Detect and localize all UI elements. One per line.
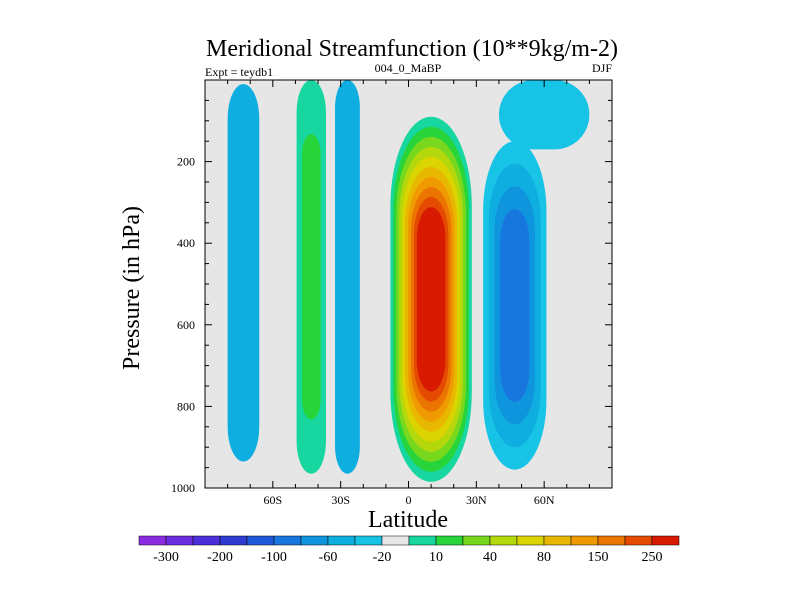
nh-subtropical-cell-level--60 xyxy=(500,208,530,402)
colorbar-swatch xyxy=(543,535,572,546)
chart-title: Meridional Streamfunction (10**9kg/m-2) xyxy=(206,36,618,62)
nh-upper-cell xyxy=(498,80,590,150)
colorbar-swatch xyxy=(246,535,275,546)
colorbar-swatch xyxy=(516,535,545,546)
colorbar-label: 40 xyxy=(483,550,497,565)
colorbar-label: -200 xyxy=(207,550,233,565)
colorbar-label: 80 xyxy=(537,550,551,565)
x-tick-label: 60S xyxy=(263,493,282,507)
x-tick-label: 0 xyxy=(406,493,412,507)
y-tick-label: 400 xyxy=(177,236,195,250)
colorbar-swatch xyxy=(327,535,356,546)
y-tick-label: 200 xyxy=(177,155,195,169)
hadley-cell xyxy=(390,116,472,482)
colorbar-label: -300 xyxy=(153,550,179,565)
nh-upper-cell-level--10 xyxy=(498,80,590,150)
y-tick-label: 800 xyxy=(177,399,195,413)
sh-ferrel-cell-level-20 xyxy=(301,134,321,420)
hadley-cell-level-300 xyxy=(416,207,446,392)
colorbar-swatch xyxy=(651,535,680,546)
colorbar-swatch xyxy=(273,535,302,546)
colorbar-swatch xyxy=(624,535,653,546)
x-tick-label: 30N xyxy=(466,493,487,507)
colorbar-label: -20 xyxy=(373,550,392,565)
y-tick-label: 1000 xyxy=(171,481,195,495)
y-axis-label: Pressure (in hPa) xyxy=(119,206,145,370)
colorbar-swatch xyxy=(219,535,248,546)
contour-cells xyxy=(227,80,590,482)
sh-polar-cell-level--20 xyxy=(227,84,260,462)
colorbar-swatch xyxy=(570,535,599,546)
colorbar-swatch xyxy=(381,535,410,546)
sh-subtropical-cell xyxy=(335,80,360,474)
season-label: DJF xyxy=(592,61,612,75)
colorbar-swatch xyxy=(138,535,167,546)
colorbar-label: -60 xyxy=(319,550,338,565)
colorbar-swatch xyxy=(354,535,383,546)
colorbar-swatch xyxy=(435,535,464,546)
colorbar-swatch xyxy=(165,535,194,546)
colorbar-swatch xyxy=(462,535,491,546)
x-tick-label: 30S xyxy=(331,493,350,507)
colorbar-swatch xyxy=(192,535,221,546)
colorbar-swatch xyxy=(489,535,518,546)
colorbar-swatch xyxy=(300,535,329,546)
sh-ferrel-cell xyxy=(296,80,326,474)
time-label: 004_0_MaBP xyxy=(375,61,442,75)
colorbar-label: 250 xyxy=(642,550,663,565)
axis-ticks: 60S 30S 0 30N 60N 200 400 600 800 1000 xyxy=(171,79,613,507)
experiment-label: Expt = teydb1 xyxy=(205,65,273,79)
y-tick-label: 600 xyxy=(177,318,195,332)
sh-subtropical-cell-level--20 xyxy=(335,80,360,474)
colorbar-label: 150 xyxy=(588,550,609,565)
colorbar-swatch xyxy=(597,535,626,546)
x-axis-label: Latitude xyxy=(368,507,448,533)
colorbar: -300 -200 -100 -60 -20 10 40 80 150 250 xyxy=(138,535,680,565)
colorbar-label: -100 xyxy=(261,550,287,565)
x-tick-label: 60N xyxy=(534,493,555,507)
plot-area: 60S 30S 0 30N 60N 200 400 600 800 1000 xyxy=(171,79,613,507)
colorbar-label: 10 xyxy=(429,550,443,565)
colorbar-swatch xyxy=(408,535,437,546)
sh-polar-cell xyxy=(227,84,260,462)
nh-subtropical-cell xyxy=(483,141,547,470)
